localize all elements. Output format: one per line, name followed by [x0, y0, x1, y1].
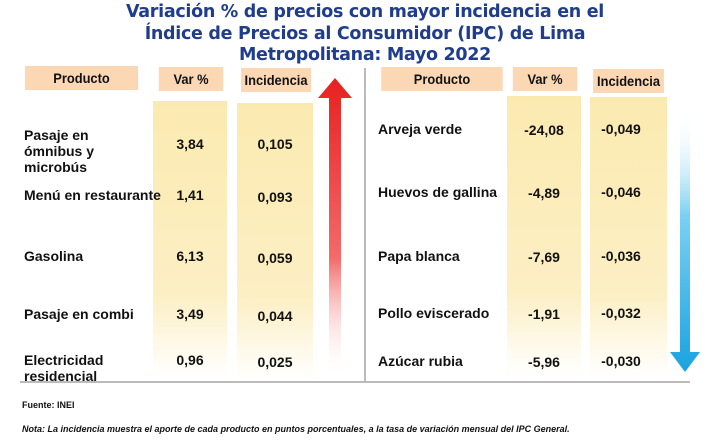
product-name: Menú en restaurante	[24, 187, 161, 203]
title-line-2: Índice de Precios al Consumidor (IPC) de…	[144, 24, 586, 44]
var-value: -5,96	[528, 354, 560, 370]
var-value: 0,96	[176, 352, 204, 368]
incidencia-column-bg-right	[590, 97, 667, 377]
product-name: Pasaje en ómnibus y microbús	[24, 127, 95, 175]
var-value: 1,41	[176, 187, 204, 203]
header-producto-left: Producto	[24, 66, 139, 90]
header-incidencia-left: Incidencia	[241, 68, 311, 92]
incidencia-value: 0,044	[257, 308, 293, 324]
product-name: Huevos de gallina	[378, 184, 498, 200]
incidencia-value: -0,049	[601, 121, 641, 137]
incidencia-value: -0,046	[601, 184, 641, 200]
title-line-3: Metropolitana: Mayo 2022	[238, 45, 492, 65]
incidencia-value: 0,105	[257, 136, 293, 152]
header-var-left: Var %	[158, 67, 224, 91]
incidencia-value: -0,030	[601, 353, 641, 369]
var-value: -4,89	[528, 185, 560, 201]
product-name: Pasaje en combi	[24, 306, 134, 322]
var-value: 6,13	[176, 248, 204, 264]
product-name: Gasolina	[24, 248, 84, 264]
source-note: Fuente: INEI	[22, 400, 75, 410]
var-value: -7,69	[528, 249, 560, 265]
title-line-1: Variación % de precios con mayor inciden…	[126, 2, 604, 22]
horizontal-divider	[20, 381, 690, 383]
incidencia-value: 0,093	[257, 189, 293, 205]
header-producto-right: Producto	[381, 67, 503, 91]
var-value: 3,84	[176, 136, 204, 152]
var-value: -24,08	[524, 122, 564, 138]
product-name: Papa blanca	[378, 248, 460, 264]
arrow-down-icon	[670, 110, 700, 372]
product-name: Electricidad residencial	[24, 352, 104, 384]
var-value: 3,49	[176, 306, 204, 322]
arrow-up-icon	[318, 78, 352, 378]
var-value: -1,91	[528, 306, 560, 322]
incidencia-value: -0,036	[601, 248, 641, 264]
header-var-right: Var %	[512, 67, 578, 91]
var-column-bg-right	[507, 96, 581, 376]
product-name: Pollo eviscerado	[378, 305, 490, 321]
var-column-bg-left	[153, 101, 227, 377]
incidencia-column-bg-left	[237, 103, 313, 381]
incidencia-value: 0,059	[257, 250, 293, 266]
incidencia-value: 0,025	[257, 354, 293, 370]
footnote: Nota: La incidencia muestra el aporte de…	[22, 424, 570, 434]
header-incidencia-right: Incidencia	[593, 69, 664, 93]
vertical-divider	[364, 68, 366, 382]
product-name: Azúcar rubia	[378, 353, 463, 369]
incidencia-value: -0,032	[601, 305, 641, 321]
product-name: Arveja verde	[378, 121, 463, 137]
